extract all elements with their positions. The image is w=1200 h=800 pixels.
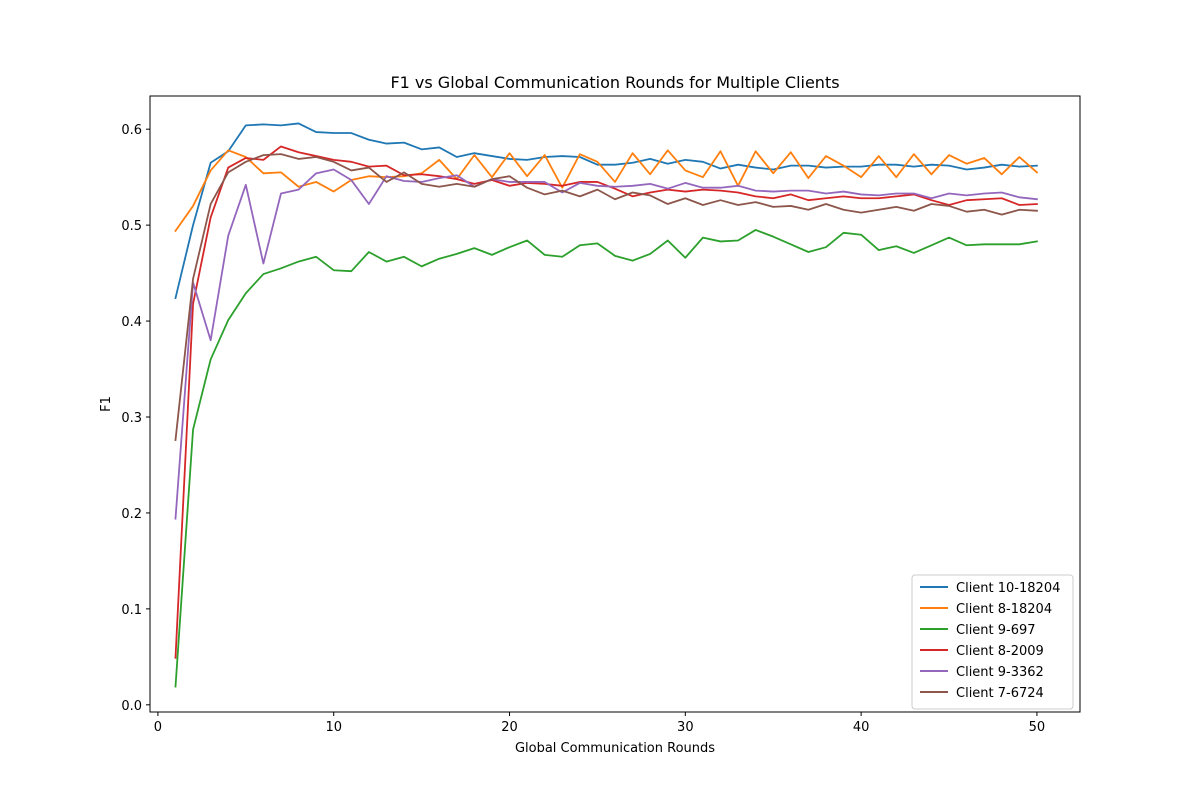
y-tick-label: 0.2: [121, 507, 142, 522]
x-axis-label: Global Communication Rounds: [515, 741, 715, 756]
y-tick-label: 0.3: [121, 411, 142, 426]
legend-label: Client 10-18204: [956, 581, 1060, 596]
x-tick-label: 0: [154, 720, 162, 735]
legend-label: Client 9-697: [956, 623, 1036, 638]
x-tick-label: 10: [325, 720, 342, 735]
legend-box: [911, 574, 1074, 710]
y-axis-label: F1: [99, 396, 114, 412]
series-line-1: [174, 122, 1038, 300]
plot-frame: [149, 95, 1081, 713]
legend-label: Client 7-6724: [956, 686, 1044, 701]
legend-label: Client 8-18204: [956, 602, 1052, 617]
y-tick-label: 0.5: [121, 219, 142, 234]
legend-label: Client 8-2009: [956, 644, 1044, 659]
x-tick-label: 50: [1029, 720, 1046, 735]
legend: Client 10-18204 Client 8-18204 Client 9-69…: [911, 574, 1074, 710]
x-tick-label: 20: [501, 720, 518, 735]
series-line-2: [174, 149, 1039, 233]
y-tick-label: 0.6: [121, 123, 142, 138]
series-line-6: [174, 153, 1038, 442]
x-tick-label: 30: [677, 720, 694, 735]
y-tick-label: 0.4: [121, 315, 142, 330]
legend-label: Client 9-3362: [956, 665, 1044, 680]
y-tick-label: 0.1: [121, 603, 142, 618]
y-tick-label: 0.0: [121, 699, 142, 714]
plot-area: [174, 122, 1039, 688]
y-axis-ticks: 0.0 0.1 0.2 0.3 0.4 0.5 0.6: [121, 123, 150, 714]
series-line-4: [174, 145, 1038, 659]
series-line-5: [174, 168, 1038, 520]
chart-title: F1 vs Global Communication Rounds for Mu…: [390, 73, 839, 92]
x-axis-ticks: 0 10 20 30 40 50: [154, 712, 1045, 735]
x-tick-label: 40: [853, 720, 870, 735]
series-line-3: [174, 229, 1038, 688]
